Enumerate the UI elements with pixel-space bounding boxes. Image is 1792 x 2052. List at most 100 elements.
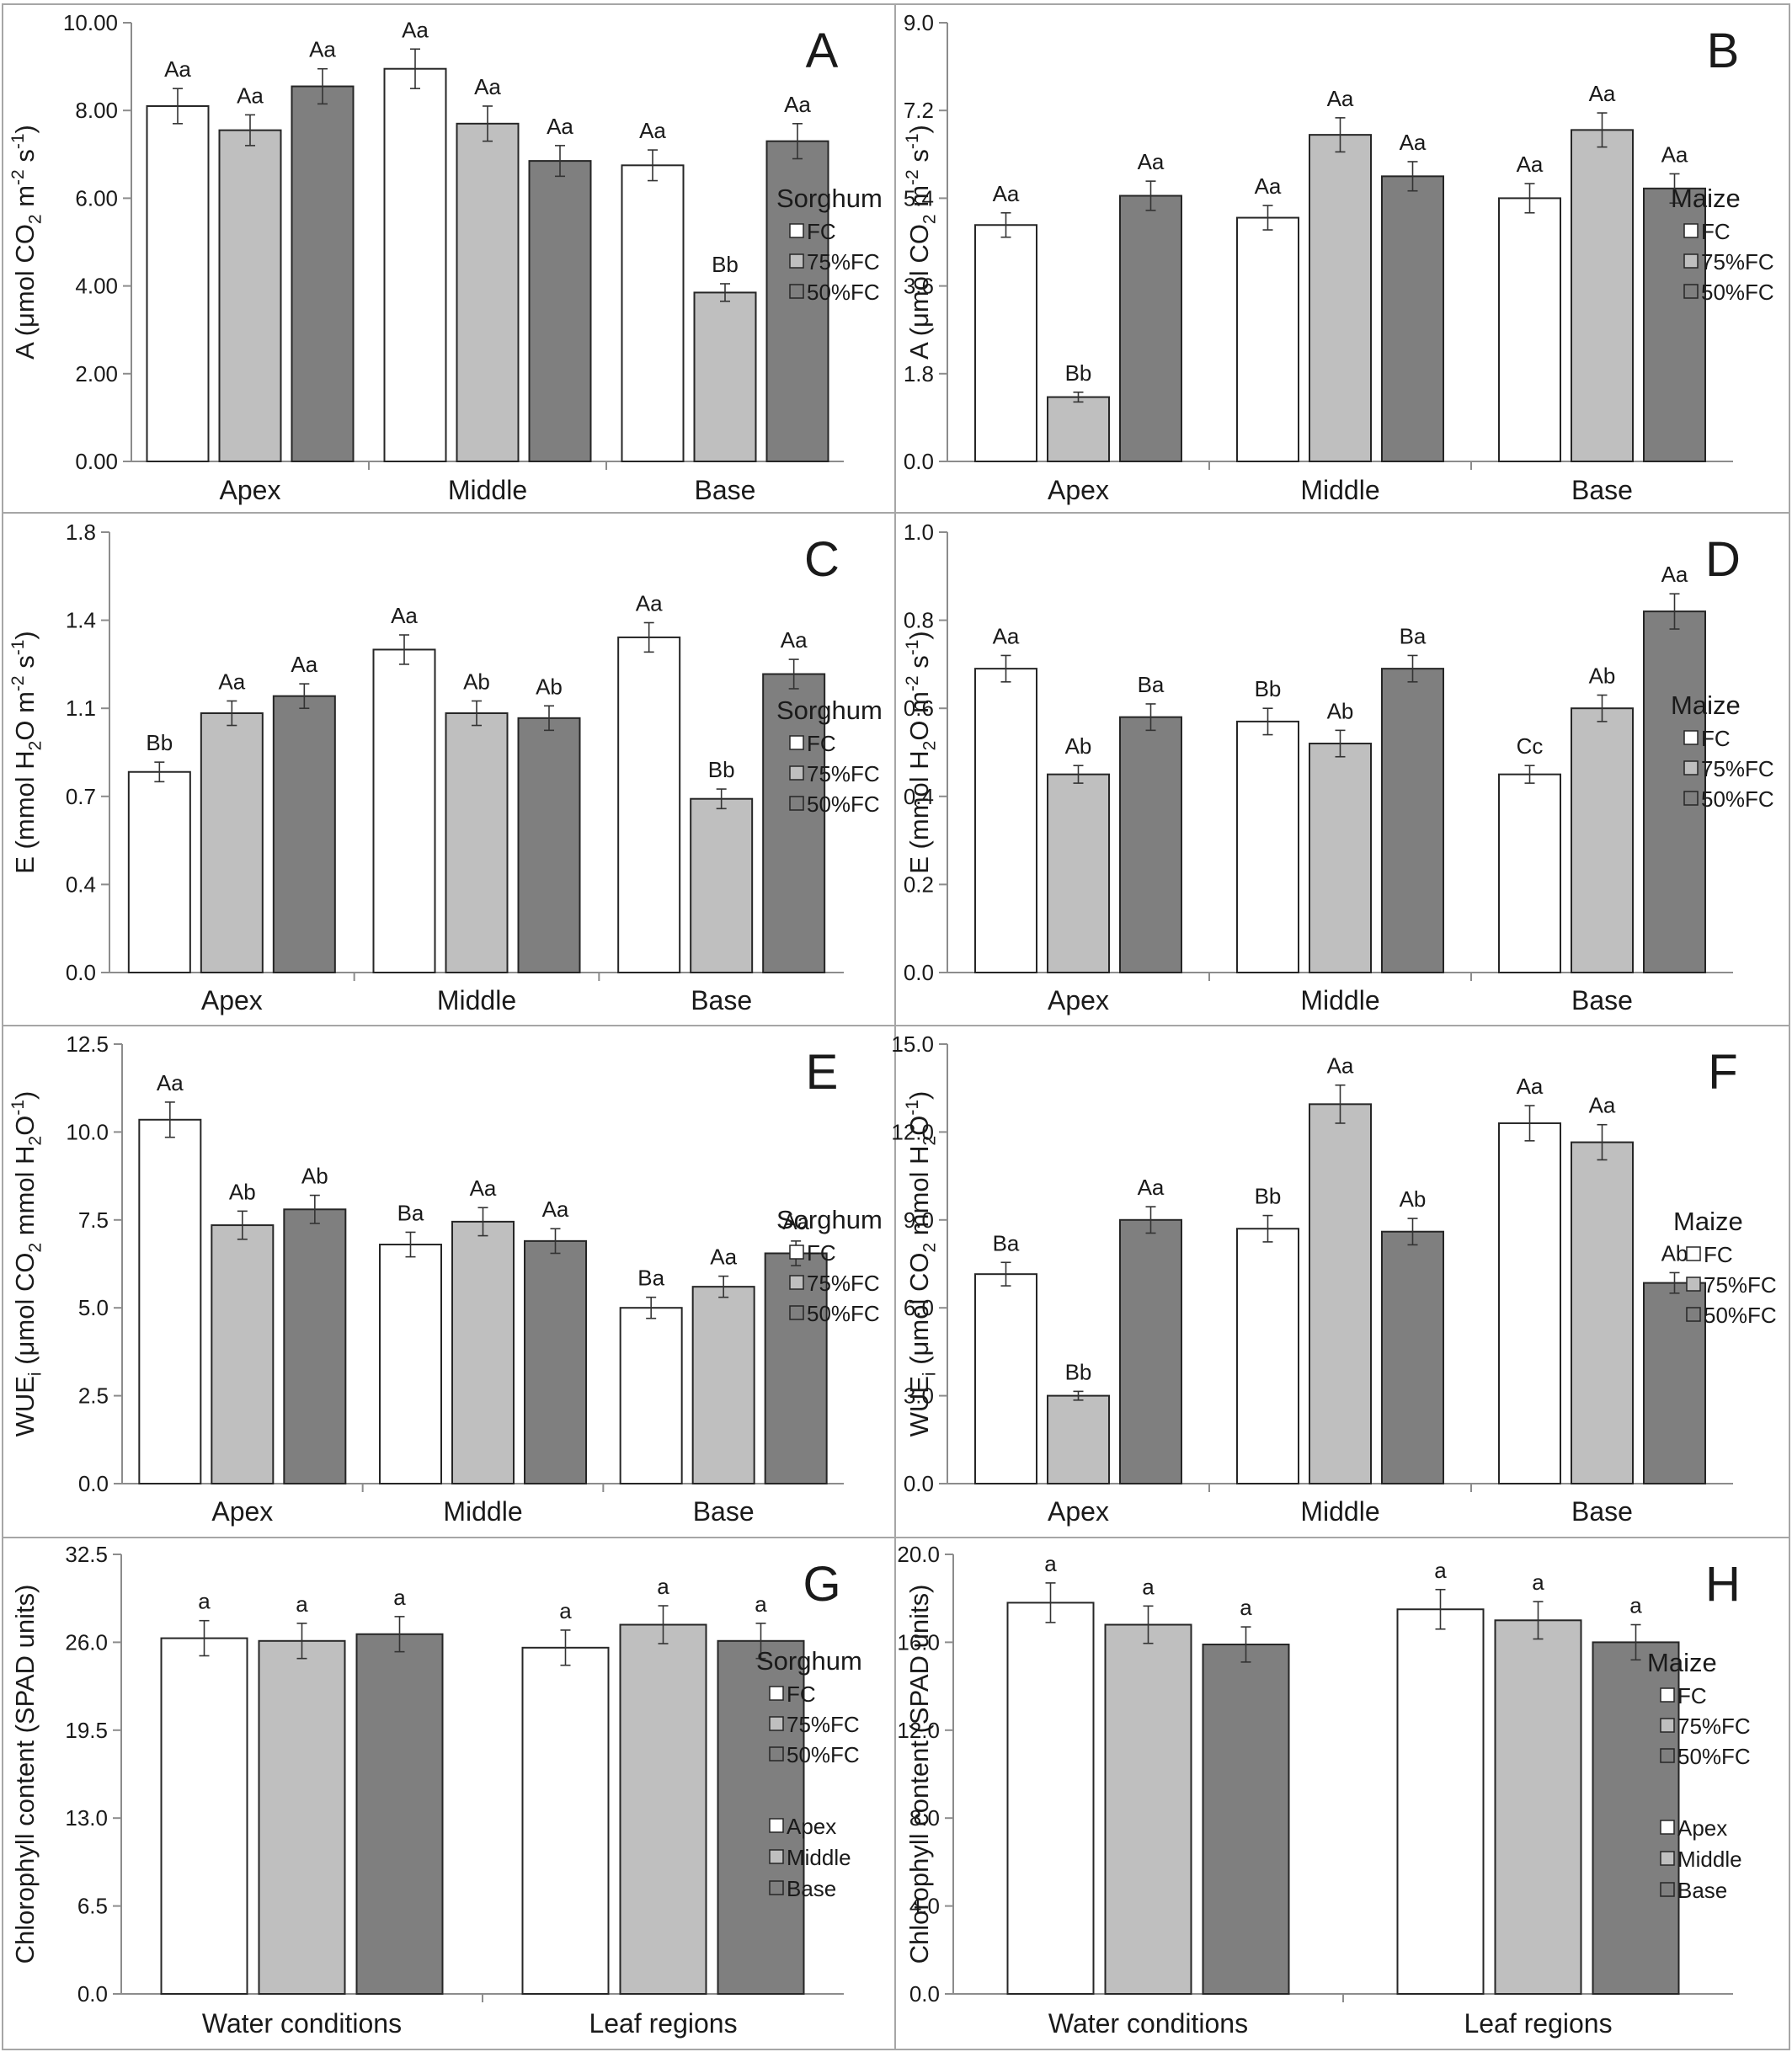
x-tick-label: Leaf regions (589, 2008, 737, 2039)
y-tick-label: 19.5 (65, 1718, 108, 1743)
significance-label: Aa (1400, 130, 1427, 155)
bar-50fc (524, 1239, 587, 1484)
x-tick-label: Base (1571, 1496, 1633, 1527)
significance-label: Aa (309, 37, 336, 62)
chart-panel-D: 0.0 0.2 0.4 0.6 0.8 1.0 E (mmol H2O m-2 s-1) Ap… (903, 520, 1773, 1015)
y-axis-label: WUEi (μmol CO2 mmol H2O-1) (903, 1091, 939, 1437)
legend-swatch (1683, 791, 1699, 806)
significance-label: Aa (542, 1197, 569, 1222)
significance-label: Aa (781, 627, 808, 653)
legend-entry: FC (787, 1682, 816, 1707)
legend-swatch (1683, 760, 1699, 775)
legend-entry: 75%FC (1701, 756, 1774, 781)
legend-entry: 50%FC (807, 1301, 880, 1326)
bar-50fc (762, 673, 826, 973)
bar-50fc (1381, 175, 1444, 462)
significance-label: Aa (1589, 81, 1616, 106)
legend-entry: FC (1701, 219, 1731, 244)
bar-50fc (528, 160, 592, 463)
legend-entry: Middle (787, 1845, 851, 1870)
legend-entry: 75%FC (1704, 1272, 1777, 1298)
panel-letter: C (804, 532, 840, 587)
significance-label: Bb (1065, 360, 1092, 386)
significance-label: Aa (237, 83, 264, 108)
significance-label: a (755, 1591, 767, 1617)
bar-fcapex (1006, 1602, 1095, 1996)
bar-50fc (765, 140, 829, 462)
bar-75fc (691, 1286, 755, 1485)
y-tick-label: 1.8 (66, 520, 96, 545)
y-tick-label: 8.0 (909, 1805, 940, 1831)
y-tick-label: 6.5 (77, 1894, 108, 1919)
legend-swatch (769, 1818, 784, 1833)
significance-label: Aa (547, 114, 573, 139)
significance-label: a (198, 1589, 211, 1614)
x-tick-label: Apex (1048, 1496, 1109, 1527)
significance-label: Ba (1138, 672, 1165, 697)
significance-label: Ab (301, 1164, 328, 1189)
bar-75fc (1047, 773, 1110, 974)
significance-label: a (1629, 1593, 1642, 1618)
bar-fc (146, 104, 210, 463)
legend-entry: Base (787, 1876, 836, 1901)
bar-50fc (1119, 1218, 1182, 1485)
legend: Sorghum FC 75%FC 50%FC (776, 1205, 883, 1326)
y-tick-label: 5.0 (78, 1295, 109, 1320)
bar-fc (621, 164, 685, 462)
significance-label: Ab (229, 1179, 256, 1204)
y-tick-label: 4.0 (909, 1894, 940, 1919)
bar-75fc (693, 291, 757, 463)
significance-label: Aa (782, 1209, 809, 1234)
bar-50fc (272, 695, 336, 974)
significance-label: Aa (1255, 173, 1282, 199)
chart-panel-A: 0.00 2.00 4.00 6.00 8.00 10.00 A (μmol CO2 m-2… (8, 10, 883, 505)
y-tick-label: 0.0 (909, 1981, 940, 2007)
bar-75fc (456, 122, 520, 463)
legend: Maize FC 75%FC 50%FC (1671, 690, 1774, 812)
legend-entry: 75%FC (807, 1271, 880, 1296)
x-tick-label: Middle (437, 985, 516, 1015)
x-tick-label: Apex (1048, 985, 1109, 1015)
significance-label: Aa (1138, 1175, 1165, 1200)
y-tick-label: 12.0 (897, 1718, 940, 1743)
y-tick-label: 3.6 (904, 274, 934, 299)
bar-fcapex (160, 1637, 248, 1995)
y-tick-label: 4.00 (75, 274, 118, 299)
bar-fc (1236, 720, 1299, 973)
legend-swatch (1660, 1687, 1675, 1703)
legend: Sorghum FC 75%FC 50%FC Apex Middle Base (756, 1646, 862, 1901)
legend-entry: Base (1677, 1878, 1727, 1903)
y-tick-label: 0.0 (904, 1471, 934, 1496)
y-tick-label: 2.00 (75, 361, 118, 386)
bar-fc (1498, 1122, 1561, 1484)
y-axis-label: Chlorophyll content (SPAD units) (10, 1585, 40, 1964)
bar-50fc (1119, 195, 1182, 462)
significance-label: Aa (470, 1175, 497, 1201)
x-tick-label: Base (695, 475, 756, 505)
y-tick-label: 0.6 (904, 696, 934, 721)
x-tick-label: Base (1571, 475, 1633, 505)
significance-label: Bb (1065, 1359, 1092, 1384)
x-tick-label: Leaf regions (1464, 2008, 1612, 2039)
legend-entry: 75%FC (1701, 249, 1774, 274)
y-tick-label: 0.7 (66, 784, 96, 809)
x-tick-label: Base (693, 1496, 755, 1527)
panel-letter: A (806, 24, 839, 78)
bar-75fc (445, 712, 509, 973)
legend-entry: FC (807, 219, 836, 244)
chart-panel-F: 0.0 3.0 6.0 9.0 12.0 15.0 WUEi (μmol CO2 mmol … (891, 1031, 1776, 1527)
bar-fc (974, 1273, 1037, 1485)
y-tick-label: 0.0 (66, 960, 96, 985)
significance-label: Aa (1517, 152, 1544, 177)
legend-entry: Apex (1677, 1815, 1727, 1841)
bar-fcapex (1396, 1608, 1485, 1995)
significance-label: Bb (146, 730, 173, 755)
bar-fc (383, 67, 447, 463)
bar-fc (1498, 773, 1561, 974)
panel-letter: G (803, 1557, 840, 1612)
y-axis-label: Chlorophyll content (SPAD units) (904, 1585, 934, 1964)
legend-swatch (1660, 1882, 1675, 1897)
significance-label: Aa (1589, 1093, 1616, 1118)
y-tick-label: 0.0 (904, 449, 934, 474)
x-tick-label: Middle (1300, 475, 1379, 505)
